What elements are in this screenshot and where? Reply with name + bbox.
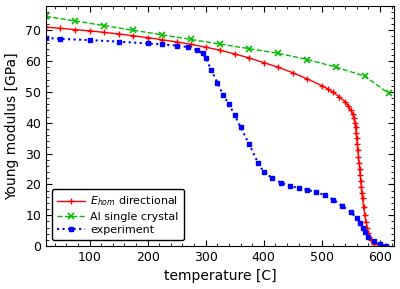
Al single crystal — [218, 42, 223, 46]
experiment — [200, 52, 205, 55]
experiment — [383, 244, 388, 247]
Al single crystal — [44, 15, 48, 18]
experiment — [87, 38, 92, 42]
experiment — [296, 186, 301, 190]
experiment — [58, 37, 63, 40]
experiment — [322, 193, 327, 197]
$E_{hom}$ directional — [367, 235, 372, 238]
Line: $E_{hom}$ directional: $E_{hom}$ directional — [43, 24, 388, 249]
experiment — [360, 226, 365, 229]
experiment — [44, 36, 48, 40]
experiment — [194, 49, 199, 52]
experiment — [174, 44, 179, 47]
experiment — [366, 235, 371, 238]
Al single crystal — [247, 47, 252, 51]
experiment — [203, 56, 208, 60]
$E_{hom}$ directional — [354, 136, 359, 140]
$E_{hom}$ directional — [346, 104, 350, 108]
experiment — [261, 170, 266, 174]
experiment — [226, 103, 231, 106]
experiment — [221, 93, 226, 97]
experiment — [331, 198, 336, 201]
Al single crystal — [363, 75, 368, 78]
experiment — [238, 126, 243, 129]
experiment — [363, 230, 368, 234]
Legend: $E_{hom}$ directional, Al single crystal, experiment: $E_{hom}$ directional, Al single crystal… — [52, 189, 184, 240]
experiment — [160, 43, 164, 46]
$E_{hom}$ directional — [305, 77, 310, 81]
X-axis label: temperature [C]: temperature [C] — [164, 269, 276, 284]
experiment — [116, 40, 121, 43]
experiment — [209, 68, 214, 72]
Al single crystal — [276, 52, 281, 55]
Al single crystal — [73, 19, 78, 23]
experiment — [372, 240, 376, 243]
Al single crystal — [160, 33, 164, 37]
Al single crystal — [189, 38, 194, 41]
experiment — [348, 210, 353, 214]
Al single crystal — [305, 58, 310, 61]
Y-axis label: Young modulus [GPa]: Young modulus [GPa] — [6, 52, 20, 200]
Line: experiment: experiment — [44, 36, 388, 248]
Al single crystal — [102, 24, 106, 27]
Al single crystal — [334, 66, 339, 69]
experiment — [145, 42, 150, 45]
experiment — [270, 177, 275, 180]
experiment — [279, 181, 284, 185]
$E_{hom}$ directional — [44, 25, 48, 29]
Al single crystal — [131, 29, 136, 32]
experiment — [288, 184, 292, 188]
experiment — [247, 142, 252, 146]
$E_{hom}$ directional — [102, 31, 106, 34]
$E_{hom}$ directional — [383, 244, 388, 248]
experiment — [314, 190, 318, 194]
experiment — [354, 216, 359, 220]
Al single crystal — [386, 92, 391, 95]
experiment — [256, 161, 260, 164]
$E_{hom}$ directional — [356, 149, 360, 152]
experiment — [340, 204, 344, 208]
experiment — [378, 243, 382, 246]
experiment — [305, 188, 310, 192]
experiment — [232, 113, 237, 117]
experiment — [357, 221, 362, 225]
experiment — [186, 45, 191, 49]
Line: Al single crystal: Al single crystal — [42, 13, 392, 97]
experiment — [215, 81, 220, 84]
